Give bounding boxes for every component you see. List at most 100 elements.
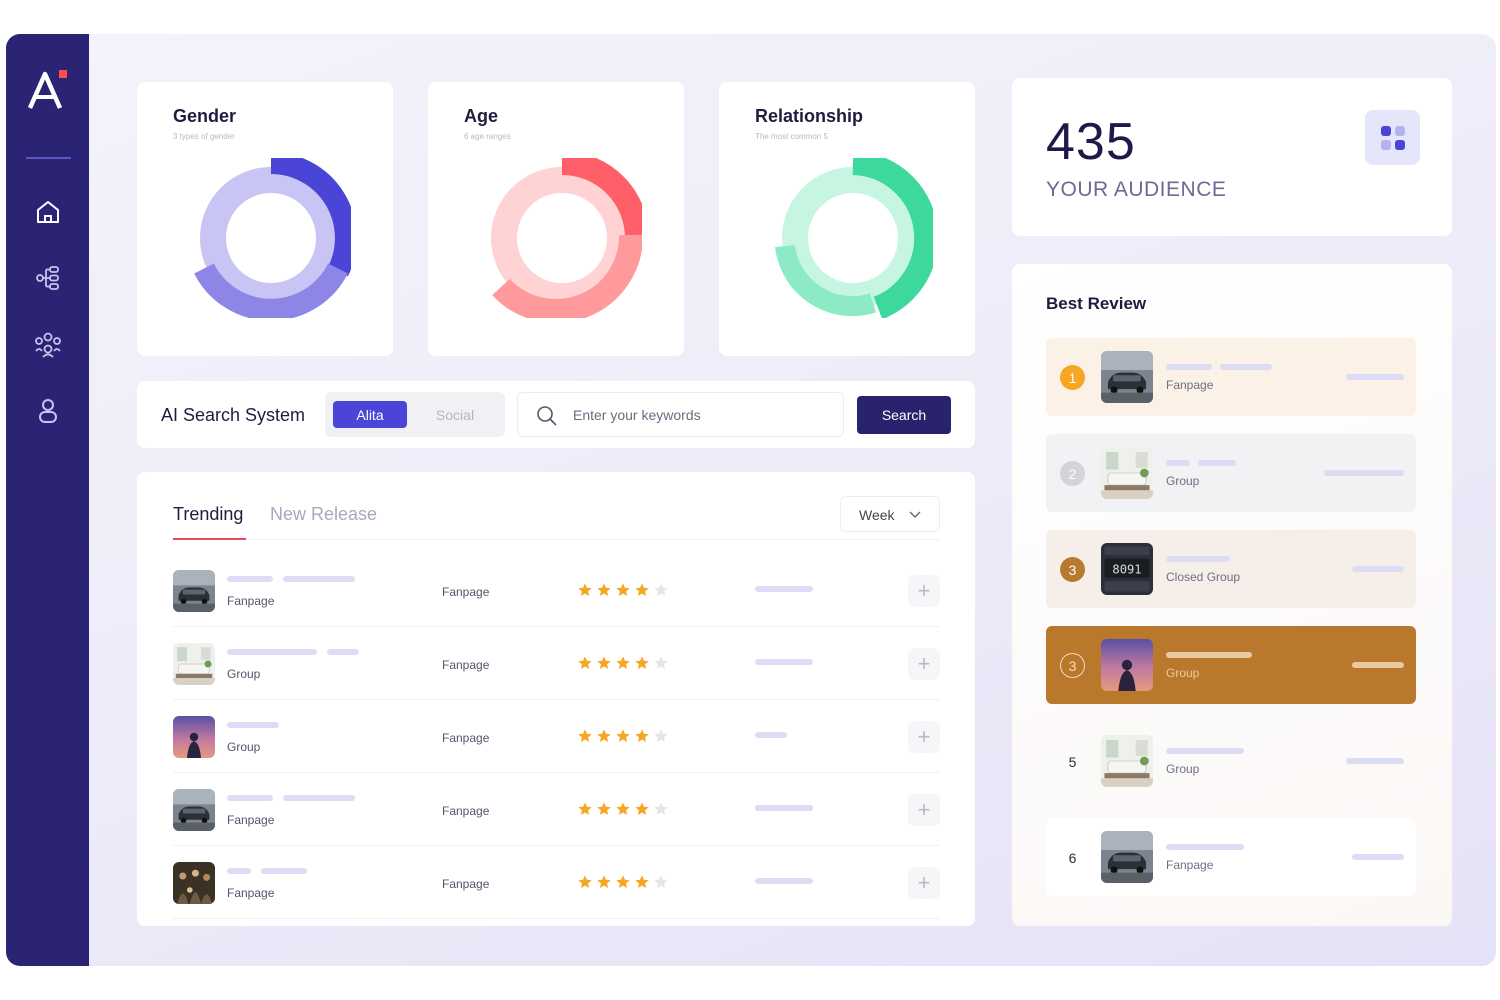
review-name-placeholder: [1166, 748, 1244, 754]
row-name-placeholder: [283, 576, 355, 582]
hierarchy-icon[interactable]: [32, 262, 64, 294]
gender-donut-chart: [194, 158, 351, 318]
row-thumbnail: [173, 789, 215, 831]
star-icon: [634, 582, 650, 603]
star-icon: [577, 874, 593, 895]
review-metric-placeholder: [1352, 566, 1404, 572]
audience-count: 435: [1046, 113, 1136, 171]
user-icon[interactable]: [32, 394, 64, 426]
star-icon: [615, 655, 631, 676]
row-type: Fanpage: [227, 886, 275, 900]
row-thumbnail: [173, 643, 215, 685]
trending-row[interactable]: Group Fanpage +: [173, 627, 940, 700]
relationship-donut-segment-dark: [852, 158, 933, 318]
star-icon: [653, 728, 669, 749]
tab-trending[interactable]: Trending: [173, 504, 244, 524]
review-type: Fanpage: [1166, 858, 1214, 872]
row-name-placeholder: [227, 649, 317, 655]
review-item[interactable]: 3 Group: [1046, 626, 1416, 704]
star-icon: [653, 801, 669, 822]
plus-icon: +: [917, 724, 931, 749]
gender-donut-segment-mid: [194, 263, 348, 318]
review-rank: 3: [1060, 653, 1085, 678]
home-icon[interactable]: [32, 196, 64, 228]
plus-icon: +: [917, 870, 931, 895]
chevron-down-icon: [909, 511, 921, 518]
review-metric-placeholder: [1346, 758, 1404, 764]
period-select[interactable]: Week: [840, 496, 940, 532]
add-button[interactable]: +: [908, 721, 940, 753]
tab-alita[interactable]: Alita: [333, 401, 407, 428]
review-thumbnail: 8091: [1101, 543, 1153, 595]
review-type: Group: [1166, 762, 1200, 776]
row-metric-placeholder: [755, 878, 813, 884]
add-button[interactable]: +: [908, 867, 940, 899]
row-metric-placeholder: [755, 732, 787, 738]
review-metric-placeholder: [1346, 374, 1404, 380]
star-icon: [653, 655, 669, 676]
sidebar-divider: [26, 157, 71, 159]
trending-row[interactable]: Fanpage Fanpage +: [173, 554, 940, 627]
row-rating: [577, 728, 669, 749]
star-icon: [577, 655, 593, 676]
review-item[interactable]: 5 Group: [1046, 722, 1416, 800]
review-thumbnail: [1101, 447, 1153, 499]
age-donut-chart: [491, 158, 642, 318]
review-rank: 6: [1068, 849, 1077, 866]
review-item[interactable]: 1 Fanpage: [1046, 338, 1416, 416]
row-name-placeholder: [227, 576, 273, 582]
sidebar: [6, 34, 89, 966]
review-item[interactable]: 3 8091 Closed Group: [1046, 530, 1416, 608]
app-logo[interactable]: [26, 70, 66, 110]
star-icon: [653, 582, 669, 603]
svg-text:8091: 8091: [1112, 562, 1141, 576]
review-item[interactable]: 6 Fanpage: [1046, 818, 1416, 896]
row-name-placeholder: [227, 795, 273, 801]
row-metric-placeholder: [755, 586, 813, 592]
review-type: Group: [1166, 666, 1200, 680]
tabs-divider: [173, 539, 940, 540]
community-icon[interactable]: [32, 328, 64, 360]
review-metric-placeholder: [1352, 662, 1404, 668]
row-type: Fanpage: [227, 813, 275, 827]
relationship-donut-segment-light: [782, 167, 924, 309]
review-name-placeholder: [1220, 364, 1272, 370]
relationship-donut-segment-mid: [775, 244, 876, 317]
trending-row[interactable]: Fanpage Fanpage +: [173, 846, 940, 919]
relationship-donut-chart: [775, 158, 933, 318]
review-name-placeholder: [1166, 556, 1230, 562]
row-category: Fanpage: [442, 658, 490, 672]
row-category: Fanpage: [442, 804, 490, 818]
plus-icon: +: [917, 578, 931, 603]
search-placeholder: Enter your keywords: [573, 407, 701, 423]
search-input[interactable]: Enter your keywords: [517, 392, 844, 437]
trending-card: Trending New Release Week Fanpage Fanpage…: [137, 472, 975, 926]
star-icon: [596, 655, 612, 676]
row-type: Group: [227, 740, 261, 754]
row-thumbnail: [173, 570, 215, 612]
add-button[interactable]: +: [908, 794, 940, 826]
tab-new-release[interactable]: New Release: [270, 504, 378, 524]
star-icon: [615, 582, 631, 603]
trending-row[interactable]: Group Fanpage +: [173, 700, 940, 773]
review-rank: 2: [1060, 461, 1085, 486]
audience-card: 435 YOUR AUDIENCE: [1012, 78, 1452, 236]
add-button[interactable]: +: [908, 648, 940, 680]
search-card: AI Search System Alita Social Enter your…: [137, 381, 975, 448]
trending-row[interactable]: Fanpage Fanpage +: [173, 773, 940, 846]
grid-menu-button[interactable]: [1365, 110, 1420, 165]
review-type: Group: [1166, 474, 1200, 488]
grid-icon: [1380, 125, 1405, 150]
age-donut-segment-dark: [561, 158, 642, 239]
source-toggle: Alita Social: [325, 392, 505, 437]
row-metric-placeholder: [755, 805, 813, 811]
tab-social[interactable]: Social: [435, 406, 475, 423]
row-name-placeholder: [227, 722, 279, 728]
age-donut-segment-mid: [492, 234, 642, 318]
star-icon: [615, 801, 631, 822]
add-button[interactable]: +: [908, 575, 940, 607]
review-metric-placeholder: [1352, 854, 1404, 860]
search-button[interactable]: Search: [857, 396, 951, 434]
review-item[interactable]: 2 Group: [1046, 434, 1416, 512]
search-icon: [537, 406, 557, 426]
